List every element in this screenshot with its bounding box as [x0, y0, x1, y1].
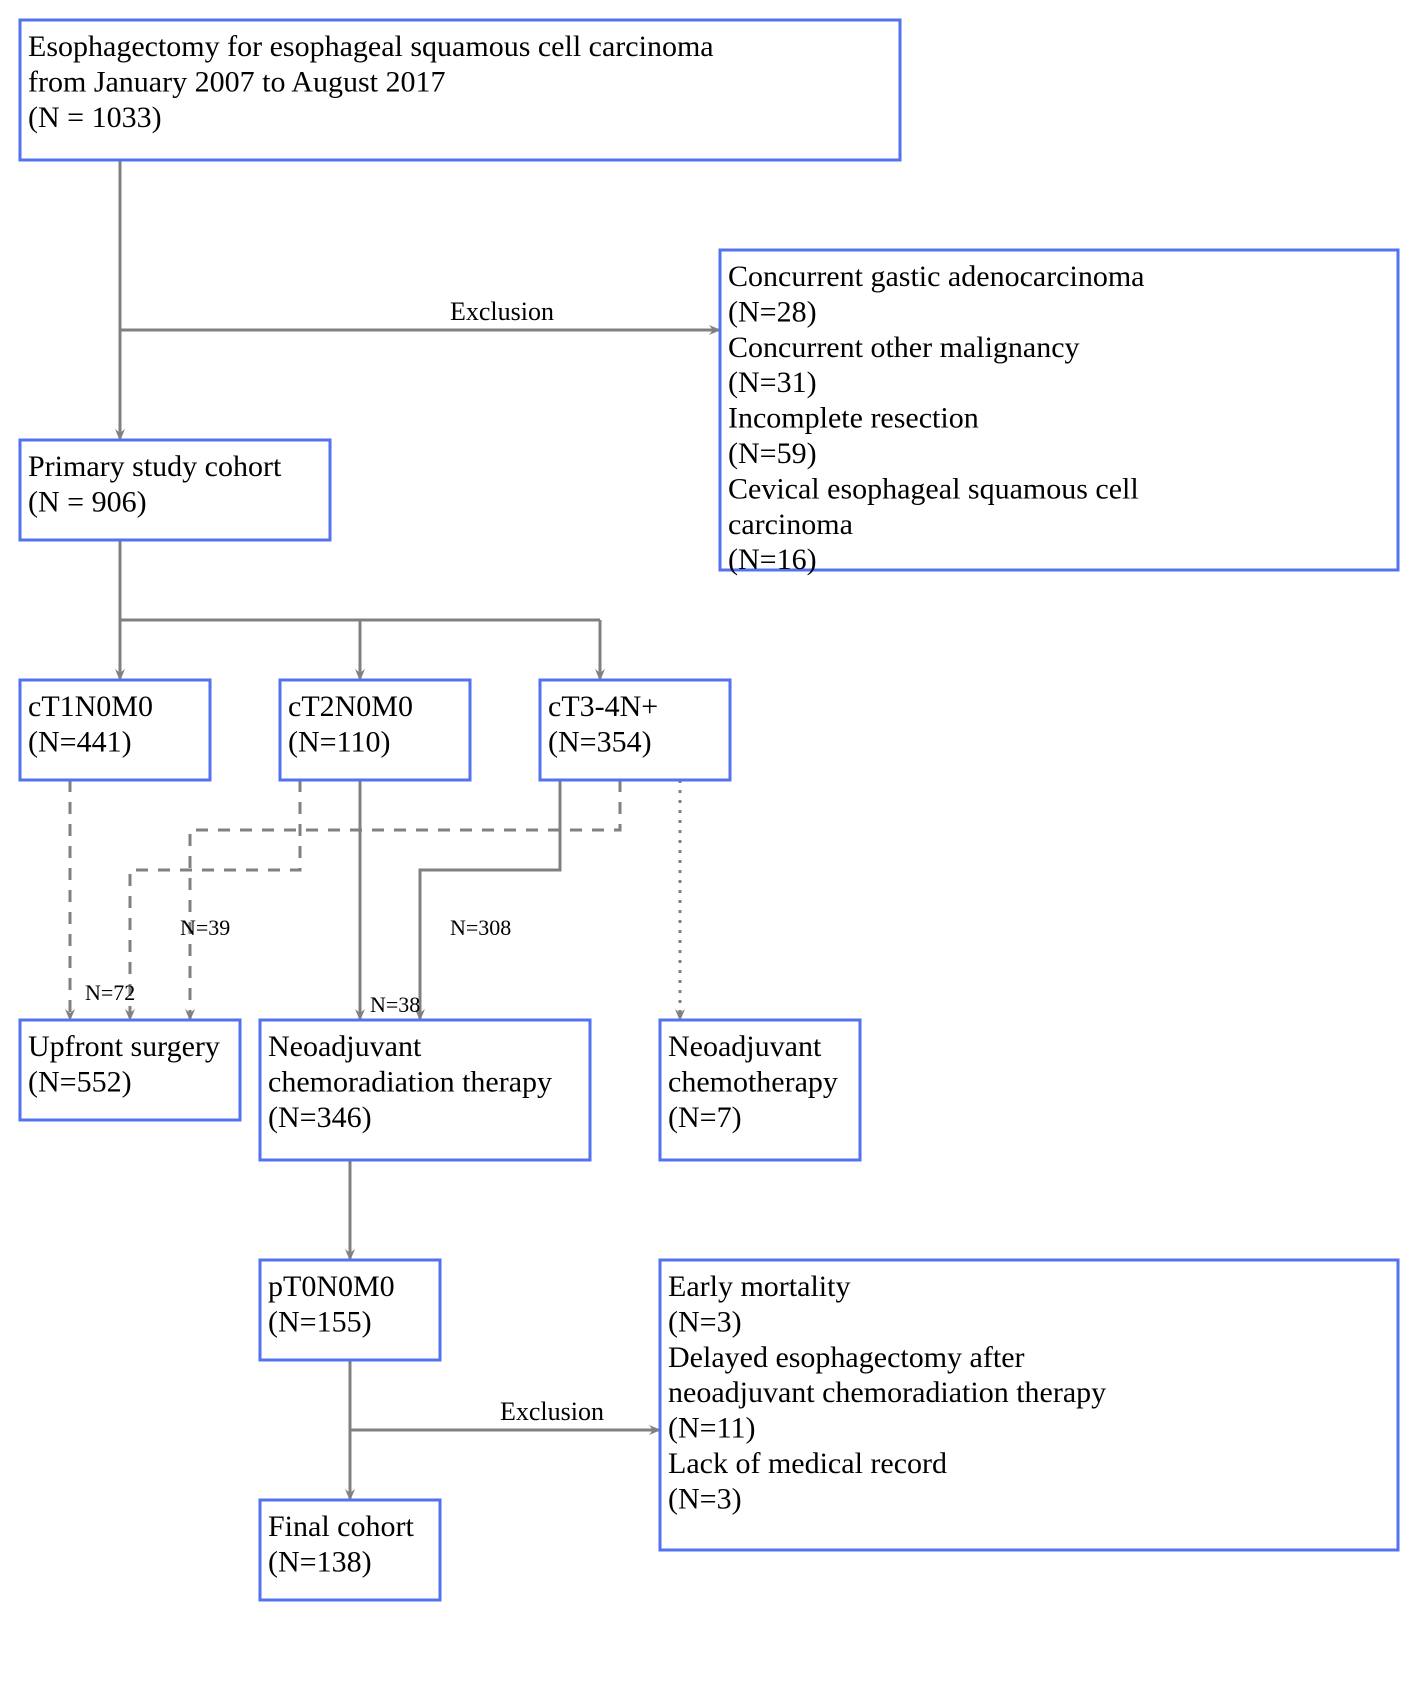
box-pt0-line-0: pT0N0M0: [268, 1270, 395, 1303]
box-primary-line-0: Primary study cohort: [28, 450, 282, 483]
box-excl1-line-5: (N=59): [728, 437, 817, 470]
label-3: N=39: [180, 915, 230, 940]
label-5: N=308: [450, 915, 511, 940]
box-nact-line-1: chemoradiation therapy: [268, 1065, 552, 1098]
box-ct34-line-1: (N=354): [548, 725, 652, 758]
box-final-line-1: (N=138): [268, 1545, 372, 1578]
box-upfront: Upfront surgery(N=552): [20, 1020, 240, 1120]
box-excl1-line-8: (N=16): [728, 543, 817, 576]
box-excl2-line-4: (N=11): [668, 1412, 755, 1445]
box-nac-line-2: (N=7): [668, 1101, 742, 1134]
box-start-line-2: (N = 1033): [28, 101, 162, 134]
box-ct2-line-1: (N=110): [288, 725, 390, 758]
label-1: Exclusion: [500, 1397, 604, 1426]
box-nact-line-2: (N=346): [268, 1101, 372, 1134]
label-0: Exclusion: [450, 297, 554, 326]
label-4: N=38: [370, 992, 420, 1017]
box-excl1-line-0: Concurrent gastic adenocarcinoma: [728, 260, 1144, 293]
box-excl1-line-3: (N=31): [728, 366, 817, 399]
box-nac: Neoadjuvantchemotherapy(N=7): [660, 1020, 860, 1160]
arrow-ct2-upfront: [130, 780, 300, 1020]
box-start: Esophagectomy for esophageal squamous ce…: [20, 20, 900, 160]
box-primary: Primary study cohort(N = 906): [20, 440, 330, 540]
box-pt0-line-1: (N=155): [268, 1305, 372, 1338]
box-excl2-line-3: neoadjuvant chemoradiation therapy: [668, 1376, 1106, 1409]
box-ct2: cT2N0M0(N=110): [280, 680, 470, 780]
box-final-line-0: Final cohort: [268, 1510, 414, 1543]
box-nac-line-0: Neoadjuvant: [668, 1030, 822, 1063]
box-pt0: pT0N0M0(N=155): [260, 1260, 440, 1360]
box-excl2-line-1: (N=3): [668, 1305, 742, 1338]
box-start-line-1: from January 2007 to August 2017: [28, 65, 445, 98]
box-ct1: cT1N0M0(N=441): [20, 680, 210, 780]
box-start-line-0: Esophagectomy for esophageal squamous ce…: [28, 30, 714, 63]
arrow-ct34-nact: [420, 780, 560, 1020]
box-nact-line-0: Neoadjuvant: [268, 1030, 422, 1063]
box-excl2-line-6: (N=3): [668, 1482, 742, 1515]
box-ct2-line-0: cT2N0M0: [288, 690, 413, 723]
box-excl1: Concurrent gastic adenocarcinoma (N=28)C…: [720, 250, 1398, 576]
box-excl1-line-7: carcinoma: [728, 508, 853, 541]
box-ct34: cT3-4N+(N=354): [540, 680, 730, 780]
box-nac-line-1: chemotherapy: [668, 1065, 838, 1098]
box-excl2-line-2: Delayed esophagectomy after: [668, 1341, 1025, 1374]
box-final: Final cohort(N=138): [260, 1500, 440, 1600]
box-excl2-line-0: Early mortality: [668, 1270, 850, 1303]
box-excl2-line-5: Lack of medical record: [668, 1447, 947, 1480]
box-excl2: Early mortality (N=3)Delayed esophagecto…: [660, 1260, 1398, 1550]
box-excl1-line-6: Cevical esophageal squamous cell: [728, 472, 1139, 505]
box-excl1-line-1: (N=28): [728, 295, 817, 328]
box-upfront-line-0: Upfront surgery: [28, 1030, 220, 1063]
box-primary-line-1: (N = 906): [28, 485, 147, 518]
arrow-ct34-upfront: [190, 780, 620, 1020]
box-ct1-line-1: (N=441): [28, 725, 132, 758]
box-excl1-line-4: Incomplete resection: [728, 402, 979, 435]
box-nact: Neoadjuvantchemoradiation therapy(N=346): [260, 1020, 590, 1160]
box-upfront-line-1: (N=552): [28, 1065, 132, 1098]
box-excl1-line-2: Concurrent other malignancy: [728, 331, 1080, 364]
box-ct1-line-0: cT1N0M0: [28, 690, 153, 723]
box-ct34-line-0: cT3-4N+: [548, 690, 658, 723]
label-2: N=72: [85, 980, 135, 1005]
